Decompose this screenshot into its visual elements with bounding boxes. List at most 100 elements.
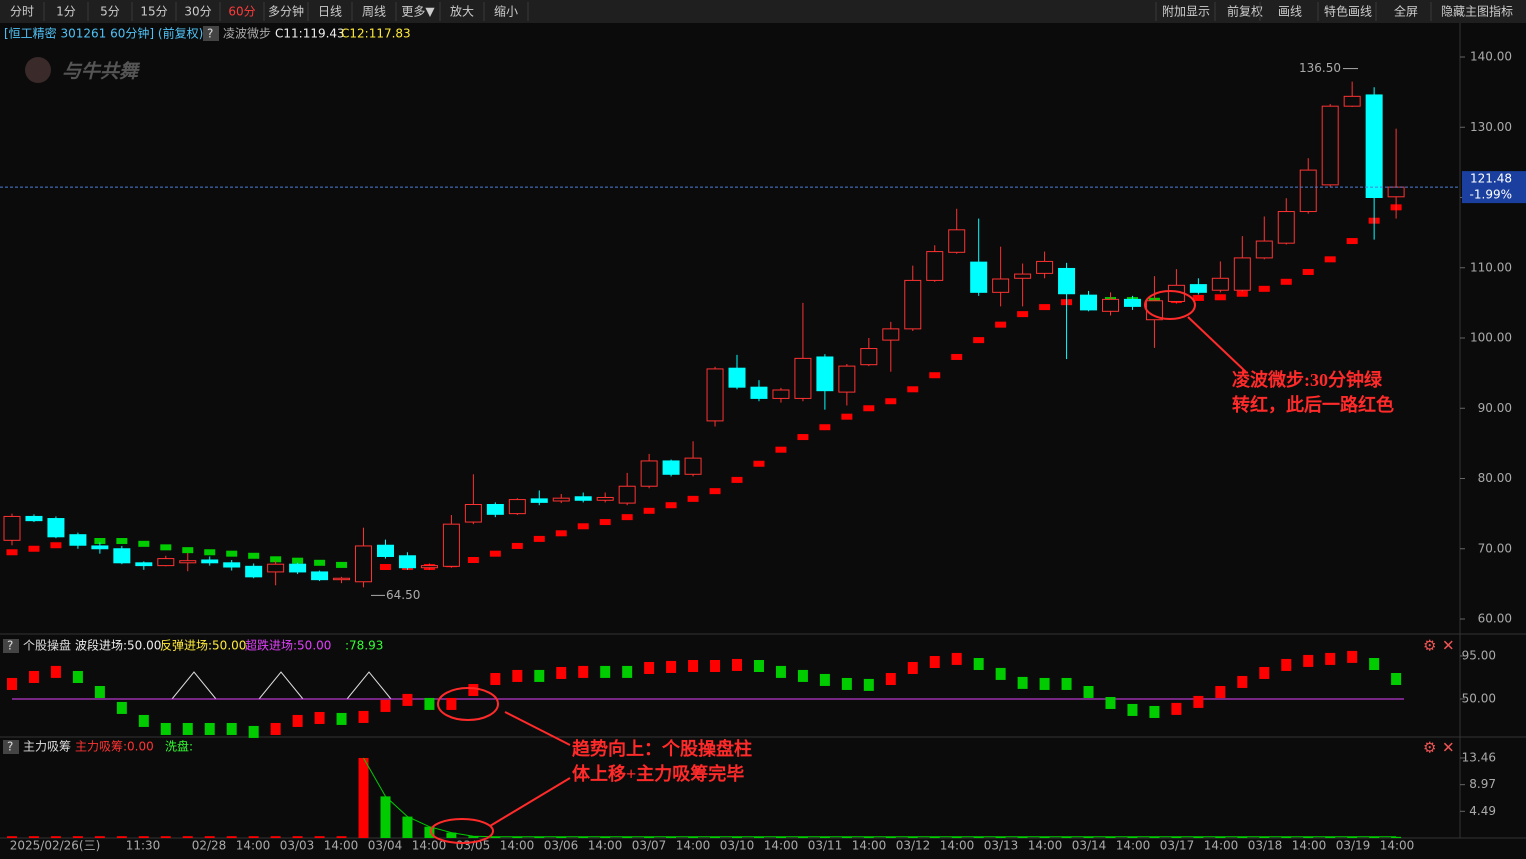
- help[interactable]: ?: [7, 740, 13, 754]
- trend-marker: [1280, 278, 1292, 285]
- bar: [1083, 836, 1094, 838]
- x-tick-label: 03/10: [720, 839, 755, 853]
- y-tick-label: 140.00: [1470, 50, 1512, 64]
- x-tick-label: 03/14: [1072, 839, 1107, 853]
- bar: [336, 836, 347, 838]
- bar: [1369, 657, 1380, 670]
- triangles: [171, 671, 392, 700]
- candle-body: [596, 496, 614, 501]
- toolbar-button[interactable]: 画线: [1278, 5, 1302, 19]
- bar: [182, 836, 193, 838]
- bar: [512, 836, 523, 838]
- candle-body: [992, 278, 1010, 293]
- y-tick-label: 13.46: [1462, 750, 1496, 764]
- candle-body: [486, 503, 504, 515]
- panel1-label: 反弹进场:50.00: [160, 639, 246, 653]
- help[interactable]: ?: [7, 639, 13, 653]
- bar: [732, 658, 743, 671]
- trend-marker: [1346, 238, 1358, 245]
- panel-icons[interactable]: ⚙ ✕ ⚙ ✕: [1423, 637, 1455, 757]
- trend-marker: [1039, 304, 1051, 311]
- help[interactable]: ?: [207, 27, 213, 41]
- x-tick-label: 14:00: [412, 839, 447, 853]
- x-tick-label: 03/19: [1336, 839, 1371, 853]
- gear[interactable]: ⚙: [1423, 739, 1436, 757]
- candle-body: [3, 515, 21, 541]
- gear[interactable]: ⚙: [1423, 637, 1436, 655]
- ellipse: [430, 818, 494, 844]
- close[interactable]: ✕: [1442, 739, 1455, 757]
- toolbar-button[interactable]: 全屏: [1394, 4, 1418, 19]
- y-tick-label: 90.00: [1478, 401, 1512, 415]
- bar: [1017, 676, 1028, 689]
- panel1-label: 波段进场:50.00: [75, 638, 161, 653]
- toolbar-button[interactable]: 60分: [228, 5, 255, 19]
- candle-body: [420, 565, 438, 569]
- candle-body: [860, 348, 878, 366]
- bar: [380, 699, 391, 712]
- bar: [94, 836, 105, 838]
- candle-body: [574, 496, 592, 501]
- x-tick-label: 11:30: [126, 839, 161, 853]
- triangle: [346, 671, 392, 700]
- toolbar-button[interactable]: 更多▼: [401, 5, 435, 19]
- watermark: 与牛共舞: [62, 61, 141, 83]
- bar: [1149, 836, 1160, 838]
- trend-marker: [6, 549, 18, 556]
- toolbar-button[interactable]: 多分钟: [268, 4, 304, 19]
- trend-marker: [314, 559, 326, 566]
- candle-body: [267, 563, 285, 573]
- last-change: -1.99%: [1470, 188, 1512, 202]
- bar: [270, 722, 281, 735]
- toolbar-button[interactable]: 5分: [100, 5, 120, 19]
- x-tick-label: 03/18: [1248, 839, 1283, 853]
- trend-marker: [687, 495, 699, 502]
- x-tick-label: 14:00: [940, 839, 975, 853]
- toolbar-button[interactable]: 15分: [140, 5, 167, 19]
- candle-body: [1014, 273, 1032, 279]
- bar: [226, 722, 237, 735]
- trend-marker: [841, 413, 853, 420]
- toolbar: [0, 0, 1526, 23]
- candle-body: [1321, 105, 1339, 186]
- bar: [1347, 650, 1358, 663]
- bar: [1017, 836, 1028, 838]
- candle-body: [1211, 277, 1229, 291]
- bar: [490, 836, 501, 838]
- toolbar-button[interactable]: 1分: [56, 5, 76, 19]
- x-tick-label: 14:00: [588, 839, 623, 853]
- toolbar-button[interactable]: 附加显示: [1162, 5, 1210, 19]
- candle-body: [1058, 267, 1076, 295]
- help-box[interactable]: [3, 740, 19, 754]
- toolbar-button[interactable]: 前复权: [1227, 4, 1263, 19]
- trend-marker: [885, 398, 897, 405]
- x-tick-label: 14:00: [1028, 839, 1063, 853]
- bar: [1061, 677, 1072, 690]
- toolbar-button[interactable]: 周线: [362, 5, 386, 19]
- bar: [1347, 836, 1358, 838]
- bar: [907, 836, 918, 838]
- candle-body: [882, 328, 900, 341]
- toolbar-button[interactable]: 30分: [184, 5, 211, 19]
- trend-marker: [1192, 294, 1204, 301]
- bar: [446, 697, 457, 710]
- y-tick-label: 60.00: [1478, 612, 1512, 626]
- toolbar-button[interactable]: 分时: [10, 5, 34, 19]
- toolbar-button[interactable]: 放大: [450, 4, 474, 19]
- toolbar-button[interactable]: 特色画线: [1324, 4, 1372, 19]
- bar: [863, 678, 874, 691]
- bar: [1039, 677, 1050, 690]
- toolbar-button[interactable]: 隐藏主图指标: [1441, 4, 1513, 19]
- bar: [446, 832, 457, 838]
- bar: [1259, 666, 1270, 679]
- toolbar-button[interactable]: 缩小: [494, 4, 518, 19]
- bar: [1391, 836, 1402, 838]
- close[interactable]: ✕: [1442, 637, 1455, 655]
- help-box[interactable]: [203, 26, 219, 41]
- help-box[interactable]: [3, 639, 19, 653]
- toolbar-button[interactable]: 日线: [318, 5, 342, 19]
- candle-body: [47, 518, 65, 538]
- candle-body: [750, 386, 768, 399]
- candle-body: [1123, 298, 1141, 307]
- bar: [402, 693, 413, 706]
